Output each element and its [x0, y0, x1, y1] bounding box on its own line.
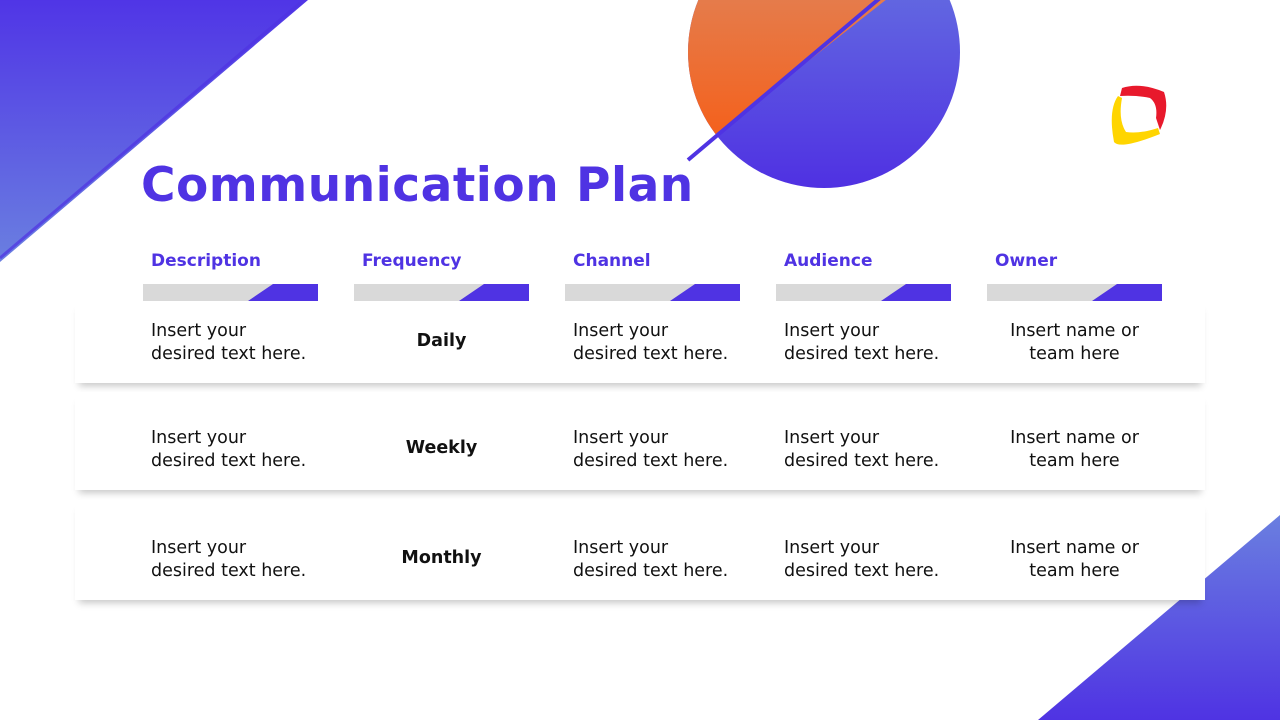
column-header-audience: Audience — [784, 251, 873, 271]
cell-frequency: Monthly — [401, 548, 482, 568]
column-header-frequency: Frequency — [362, 251, 462, 271]
cell-description: Insert your desired text here. — [151, 321, 307, 364]
cell-owner: Insert name or team here — [1010, 321, 1139, 364]
cell-audience: Insert your desired text here. — [784, 538, 940, 581]
cell-channel: Insert your desired text here. — [573, 428, 729, 471]
column-header-owner: Owner — [995, 251, 1058, 271]
cell-owner: Insert name or team here — [1010, 538, 1139, 581]
header-underline-bar — [987, 284, 1162, 301]
column-header-channel: Channel — [573, 251, 651, 271]
header-underline-bar — [565, 284, 740, 301]
top-left-triangle — [0, 0, 308, 262]
table-row — [75, 300, 1205, 383]
table-row — [75, 392, 1205, 490]
cell-owner: Insert name or team here — [1010, 428, 1139, 471]
bar-accent — [670, 284, 740, 301]
cell-channel: Insert your desired text here. — [573, 538, 729, 581]
column-header-description: Description — [151, 251, 261, 271]
cell-description: Insert your desired text here. — [151, 538, 307, 581]
bar-accent — [881, 284, 951, 301]
cell-description: Insert your desired text here. — [151, 428, 307, 471]
rounded-square-logo — [1111, 85, 1167, 145]
bottom-right-triangle — [1038, 515, 1280, 720]
header-underline-bar — [354, 284, 529, 301]
diagonal-line — [686, 0, 881, 162]
cell-frequency: Weekly — [405, 438, 478, 458]
decorative-circle — [688, 0, 960, 188]
table-row — [75, 500, 1205, 600]
page-title: Communication Plan — [141, 158, 694, 213]
cell-audience: Insert your desired text here. — [784, 428, 940, 471]
cell-frequency: Daily — [416, 331, 467, 351]
header-underline-bar — [776, 284, 951, 301]
cell-channel: Insert your desired text here. — [573, 321, 729, 364]
bar-accent — [1092, 284, 1162, 301]
header-underline-bar — [143, 284, 318, 301]
bar-accent — [459, 284, 529, 301]
cell-audience: Insert your desired text here. — [784, 321, 940, 364]
bar-accent — [248, 284, 318, 301]
